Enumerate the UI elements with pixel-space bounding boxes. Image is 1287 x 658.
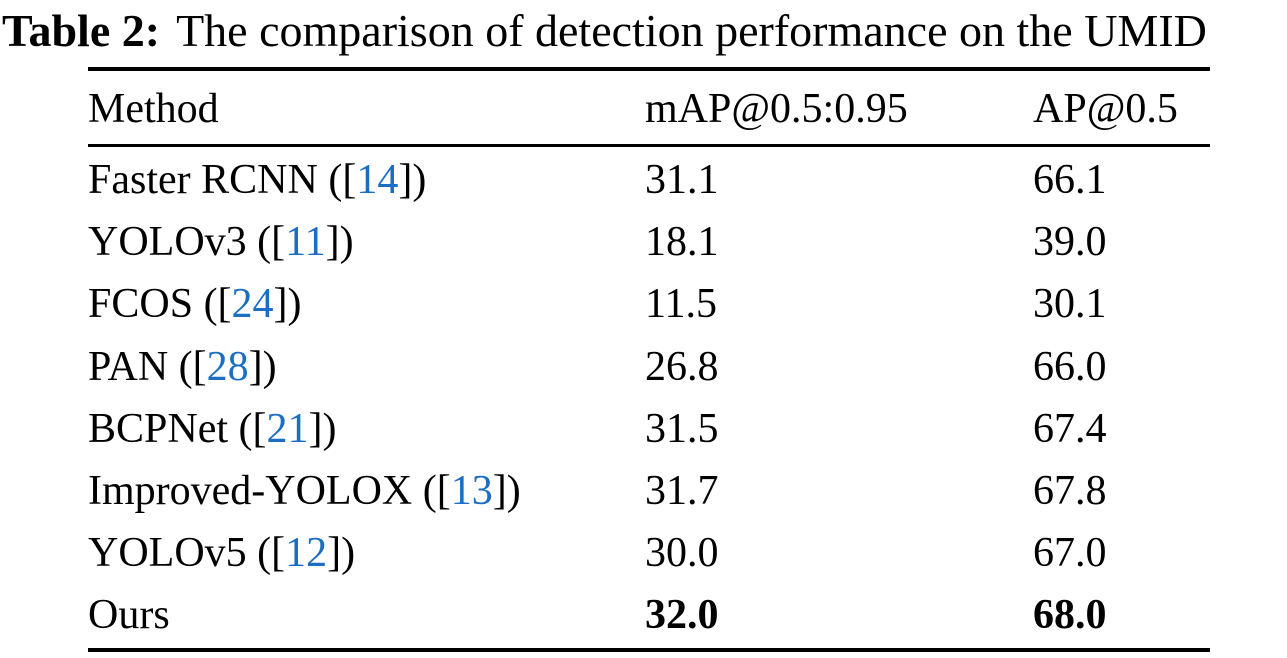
ap-value: 66.0 bbox=[1033, 343, 1107, 390]
citation-open: ([ bbox=[246, 219, 286, 266]
table-row: PAN ([28]) 26.8 66.0 bbox=[88, 336, 1210, 398]
table-row: Ours 32.0 68.0 bbox=[88, 584, 1210, 646]
ap-value: 30.1 bbox=[1033, 281, 1107, 328]
ap-value: 68.0 bbox=[1033, 592, 1107, 639]
method-cell: Faster RCNN ([14]) bbox=[88, 149, 645, 211]
map-value: 32.0 bbox=[645, 592, 719, 639]
table-bottom-rule bbox=[88, 648, 1210, 652]
table-caption-label: Table 2: bbox=[2, 5, 161, 56]
table-mid-rule bbox=[88, 144, 1210, 147]
table-row: YOLOv3 ([11]) 18.1 39.0 bbox=[88, 211, 1210, 273]
table-body: Faster RCNN ([14]) 31.1 66.1 YOLOv3 ([11… bbox=[0, 149, 1287, 647]
citation-link[interactable]: 24 bbox=[231, 281, 274, 328]
map-value: 30.0 bbox=[645, 530, 719, 577]
ap-value: 67.0 bbox=[1033, 530, 1107, 577]
method-name: Faster RCNN bbox=[88, 157, 318, 204]
method-name: YOLOv5 bbox=[88, 530, 247, 577]
map-value: 26.8 bbox=[645, 343, 719, 390]
citation-open: ([ bbox=[193, 281, 232, 328]
method-name: BCPNet bbox=[88, 405, 229, 452]
table-caption: Table 2: The comparison of detection perf… bbox=[2, 4, 1287, 58]
citation-open: ([ bbox=[168, 343, 207, 390]
method-cell: PAN ([28]) bbox=[88, 336, 645, 398]
table-row: YOLOv5 ([12]) 30.0 67.0 bbox=[88, 522, 1210, 584]
citation-open: ([ bbox=[246, 530, 286, 577]
citation-link[interactable]: 14 bbox=[356, 157, 399, 204]
method-cell: Improved-YOLOX ([13]) bbox=[88, 460, 645, 522]
ap-value: 39.0 bbox=[1033, 219, 1107, 266]
citation-open: ([ bbox=[228, 405, 267, 452]
map-value: 31.7 bbox=[645, 468, 719, 515]
ap-value: 67.4 bbox=[1033, 405, 1107, 452]
ap-value: 66.1 bbox=[1033, 157, 1107, 204]
citation-open: ([ bbox=[412, 468, 451, 515]
table-caption-text: The comparison of detection performance … bbox=[176, 5, 1207, 56]
table-row: Faster RCNN ([14]) 31.1 66.1 bbox=[88, 149, 1210, 211]
map-value: 31.1 bbox=[645, 157, 719, 204]
column-header-method: Method bbox=[88, 86, 219, 132]
method-name: Ours bbox=[88, 592, 170, 639]
method-cell: BCPNet ([21]) bbox=[88, 398, 645, 460]
citation-close: ]) bbox=[273, 281, 302, 328]
method-cell: YOLOv5 ([12]) bbox=[88, 522, 645, 584]
citation-link[interactable]: 11 bbox=[285, 219, 326, 266]
table-row: FCOS ([24]) 11.5 30.1 bbox=[88, 273, 1210, 335]
table-row: Improved-YOLOX ([13]) 31.7 67.8 bbox=[88, 460, 1210, 522]
citation-open: ([ bbox=[317, 157, 357, 204]
method-name: YOLOv3 bbox=[88, 219, 247, 266]
column-header-ap: AP@0.5 bbox=[1033, 86, 1178, 132]
citation-close: ]) bbox=[492, 468, 521, 515]
table-top-rule bbox=[88, 67, 1210, 71]
citation-close: ]) bbox=[327, 530, 356, 577]
map-value: 31.5 bbox=[645, 405, 719, 452]
citation-close: ]) bbox=[248, 343, 277, 390]
method-name: FCOS bbox=[88, 281, 194, 328]
method-name: Improved-YOLOX bbox=[88, 468, 413, 515]
method-cell: FCOS ([24]) bbox=[88, 273, 645, 335]
column-header-map: mAP@0.5:0.95 bbox=[645, 86, 908, 132]
table-header-row: Method mAP@0.5:0.95 AP@0.5 bbox=[88, 74, 1210, 144]
citation-link[interactable]: 12 bbox=[285, 530, 328, 577]
ap-value: 67.8 bbox=[1033, 468, 1107, 515]
map-value: 11.5 bbox=[645, 281, 717, 328]
method-name: PAN bbox=[88, 343, 169, 390]
table-row: BCPNet ([21]) 31.5 67.4 bbox=[88, 398, 1210, 460]
citation-close: ]) bbox=[398, 157, 427, 204]
method-cell: YOLOv3 ([11]) bbox=[88, 211, 645, 273]
citation-close: ]) bbox=[308, 405, 337, 452]
citation-link[interactable]: 28 bbox=[206, 343, 249, 390]
method-cell: Ours bbox=[88, 584, 645, 646]
citation-link[interactable]: 21 bbox=[266, 405, 309, 452]
citation-link[interactable]: 13 bbox=[450, 468, 493, 515]
citation-close: ]) bbox=[325, 219, 354, 266]
map-value: 18.1 bbox=[645, 219, 719, 266]
